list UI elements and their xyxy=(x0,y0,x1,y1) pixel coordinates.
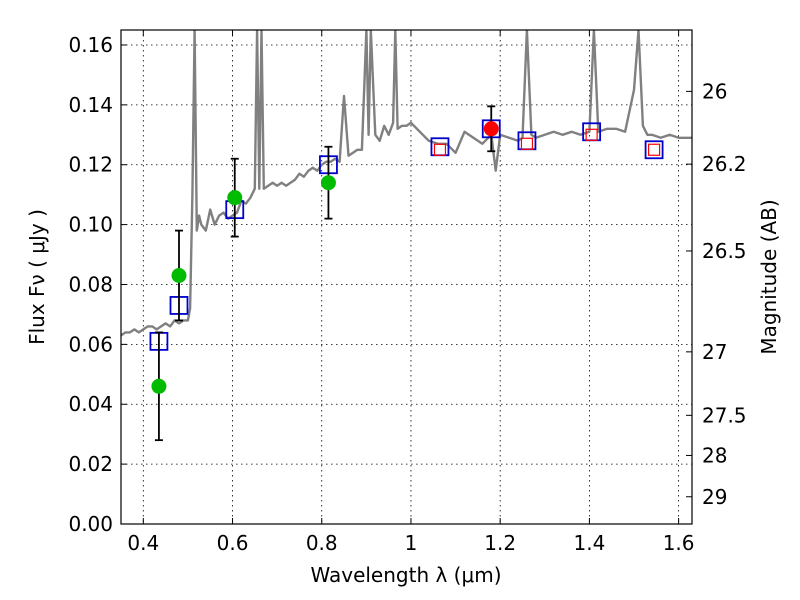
grid xyxy=(121,30,692,524)
y-tick-label: 0.10 xyxy=(68,213,113,237)
red-square-marker xyxy=(647,143,661,156)
x-tick-label: 0.4 xyxy=(127,531,159,555)
y-axis-label-left: Flux Fν ( μJy ) xyxy=(25,209,49,345)
plot-data xyxy=(121,30,692,442)
x-tick-label: 1 xyxy=(405,531,418,555)
mag-tick-label: 27 xyxy=(702,340,727,364)
mag-tick-label: 26.2 xyxy=(702,152,747,176)
y-tick-label: 0.14 xyxy=(68,93,113,117)
red-square-marker xyxy=(520,137,534,150)
x-tick-label: 1.4 xyxy=(573,531,605,555)
plot-frame xyxy=(120,29,693,525)
mag-tick-label: 28 xyxy=(702,443,727,467)
y-tick-label: 0.16 xyxy=(68,33,113,57)
y-tick-label: 0.06 xyxy=(68,332,113,356)
green-data-point xyxy=(151,378,167,394)
y-tick-label: 0.12 xyxy=(68,153,113,177)
x-tick-label: 1.6 xyxy=(663,531,695,555)
y-tick-label: 0.00 xyxy=(68,512,113,536)
y-tick-label: 0.02 xyxy=(68,452,113,476)
green-data-point xyxy=(320,175,336,191)
red-square-marker xyxy=(585,128,598,141)
green-data-point xyxy=(171,268,187,284)
mag-tick-label: 29 xyxy=(702,485,727,509)
x-tick-label: 1.2 xyxy=(484,531,516,555)
green-data-point xyxy=(227,190,243,206)
mag-tick-label: 26.5 xyxy=(702,239,747,263)
x-tick-label: 0.6 xyxy=(217,531,249,555)
red-square-marker xyxy=(433,143,447,156)
y-tick-label: 0.08 xyxy=(68,272,113,296)
mag-tick-label: 27.5 xyxy=(702,403,747,427)
mag-tick-label: 26 xyxy=(702,79,727,103)
x-tick-label: 0.8 xyxy=(306,531,338,555)
y-axis-label-right: Magnitude (AB) xyxy=(757,199,781,354)
model-spectrum-line xyxy=(121,30,692,337)
x-axis-label: Wavelength λ (μm) xyxy=(310,563,501,587)
ticks: 0.4 0.6 0.8 1 1.2 1.4 1.6 0.00 0.02 0.04 0.06 0.08 0… xyxy=(68,30,747,555)
y-tick-label: 0.04 xyxy=(68,392,113,416)
model-photometry-marker xyxy=(644,140,664,160)
red-data-point xyxy=(483,121,499,137)
